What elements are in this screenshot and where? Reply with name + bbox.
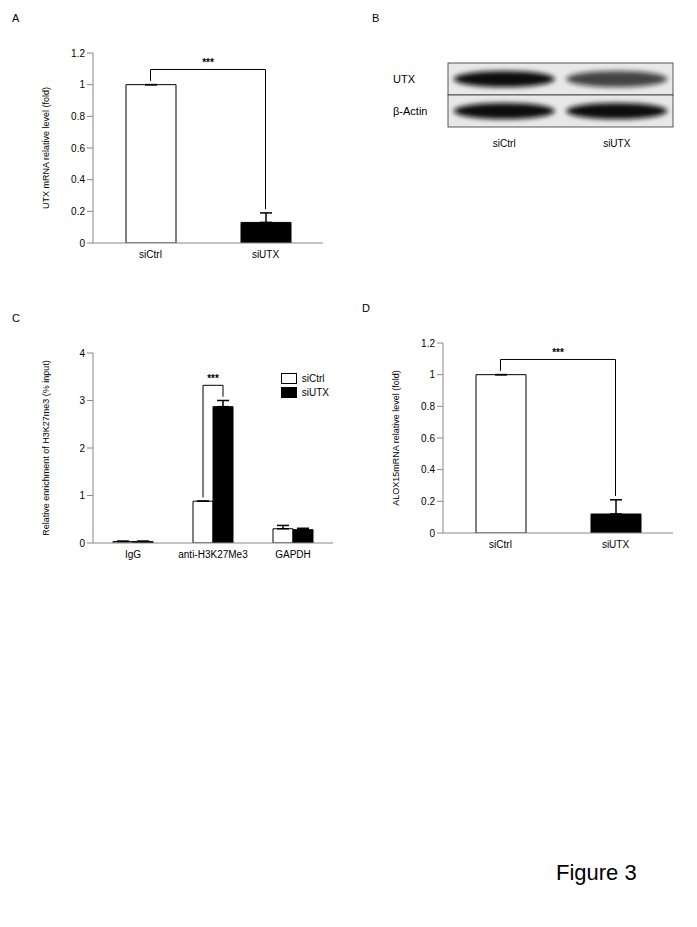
html-text:D: D: [362, 302, 370, 314]
svg-text:0: 0: [79, 538, 85, 549]
html-text:C: C: [12, 312, 20, 324]
svg-text:4: 4: [79, 348, 85, 359]
svg-text:Relative enrichment of H3K27me: Relative enrichment of H3K27me3 (% input…: [41, 360, 51, 536]
svg-text:***: ***: [202, 57, 214, 68]
svg-text:ALOX15mRNA relative level (fol: ALOX15mRNA relative level (fold): [391, 370, 401, 506]
svg-text:***: ***: [207, 373, 219, 384]
svg-text:UTX: UTX: [393, 73, 416, 85]
svg-text:0: 0: [429, 528, 435, 539]
svg-text:1: 1: [429, 369, 435, 380]
svg-text:0.4: 0.4: [71, 174, 85, 185]
html-text:siCtrl: siCtrl: [301, 373, 325, 384]
svg-text:siCtrl: siCtrl: [489, 539, 512, 550]
svg-text:0.6: 0.6: [421, 433, 435, 444]
svg-text:siUTX: siUTX: [603, 138, 631, 149]
svg-text:siCtrl: siCtrl: [139, 249, 162, 260]
svg-text:0.6: 0.6: [71, 143, 85, 154]
svg-text:2: 2: [79, 443, 85, 454]
svg-text:anti-H3K27Me3: anti-H3K27Me3: [178, 549, 248, 560]
html-text:A: A: [12, 12, 20, 24]
svg-text:***: ***: [552, 347, 564, 358]
svg-text:0.8: 0.8: [421, 401, 435, 412]
svg-text:1.2: 1.2: [71, 48, 85, 59]
svg-text:β-Actin: β-Actin: [393, 105, 427, 117]
svg-text:1: 1: [79, 490, 85, 501]
svg-text:1: 1: [79, 79, 85, 90]
svg-text:0.2: 0.2: [421, 496, 435, 507]
svg-text:UTX mRNA relative level (fold): UTX mRNA relative level (fold): [41, 87, 51, 209]
svg-text:GAPDH: GAPDH: [275, 549, 311, 560]
svg-text:1.2: 1.2: [421, 338, 435, 349]
html-text:siUTX: siUTX: [301, 387, 329, 398]
svg-text:IgG: IgG: [125, 549, 141, 560]
svg-text:siUTX: siUTX: [252, 249, 280, 260]
svg-text:0.8: 0.8: [71, 111, 85, 122]
svg-text:siUTX: siUTX: [602, 539, 630, 550]
svg-text:siCtrl: siCtrl: [493, 138, 516, 149]
svg-text:0.2: 0.2: [71, 206, 85, 217]
html-text:B: B: [372, 12, 380, 24]
svg-text:3: 3: [79, 395, 85, 406]
svg-text:0.4: 0.4: [421, 464, 435, 475]
svg-text:0: 0: [79, 238, 85, 249]
html-text:Figure 3: Figure 3: [556, 860, 637, 885]
